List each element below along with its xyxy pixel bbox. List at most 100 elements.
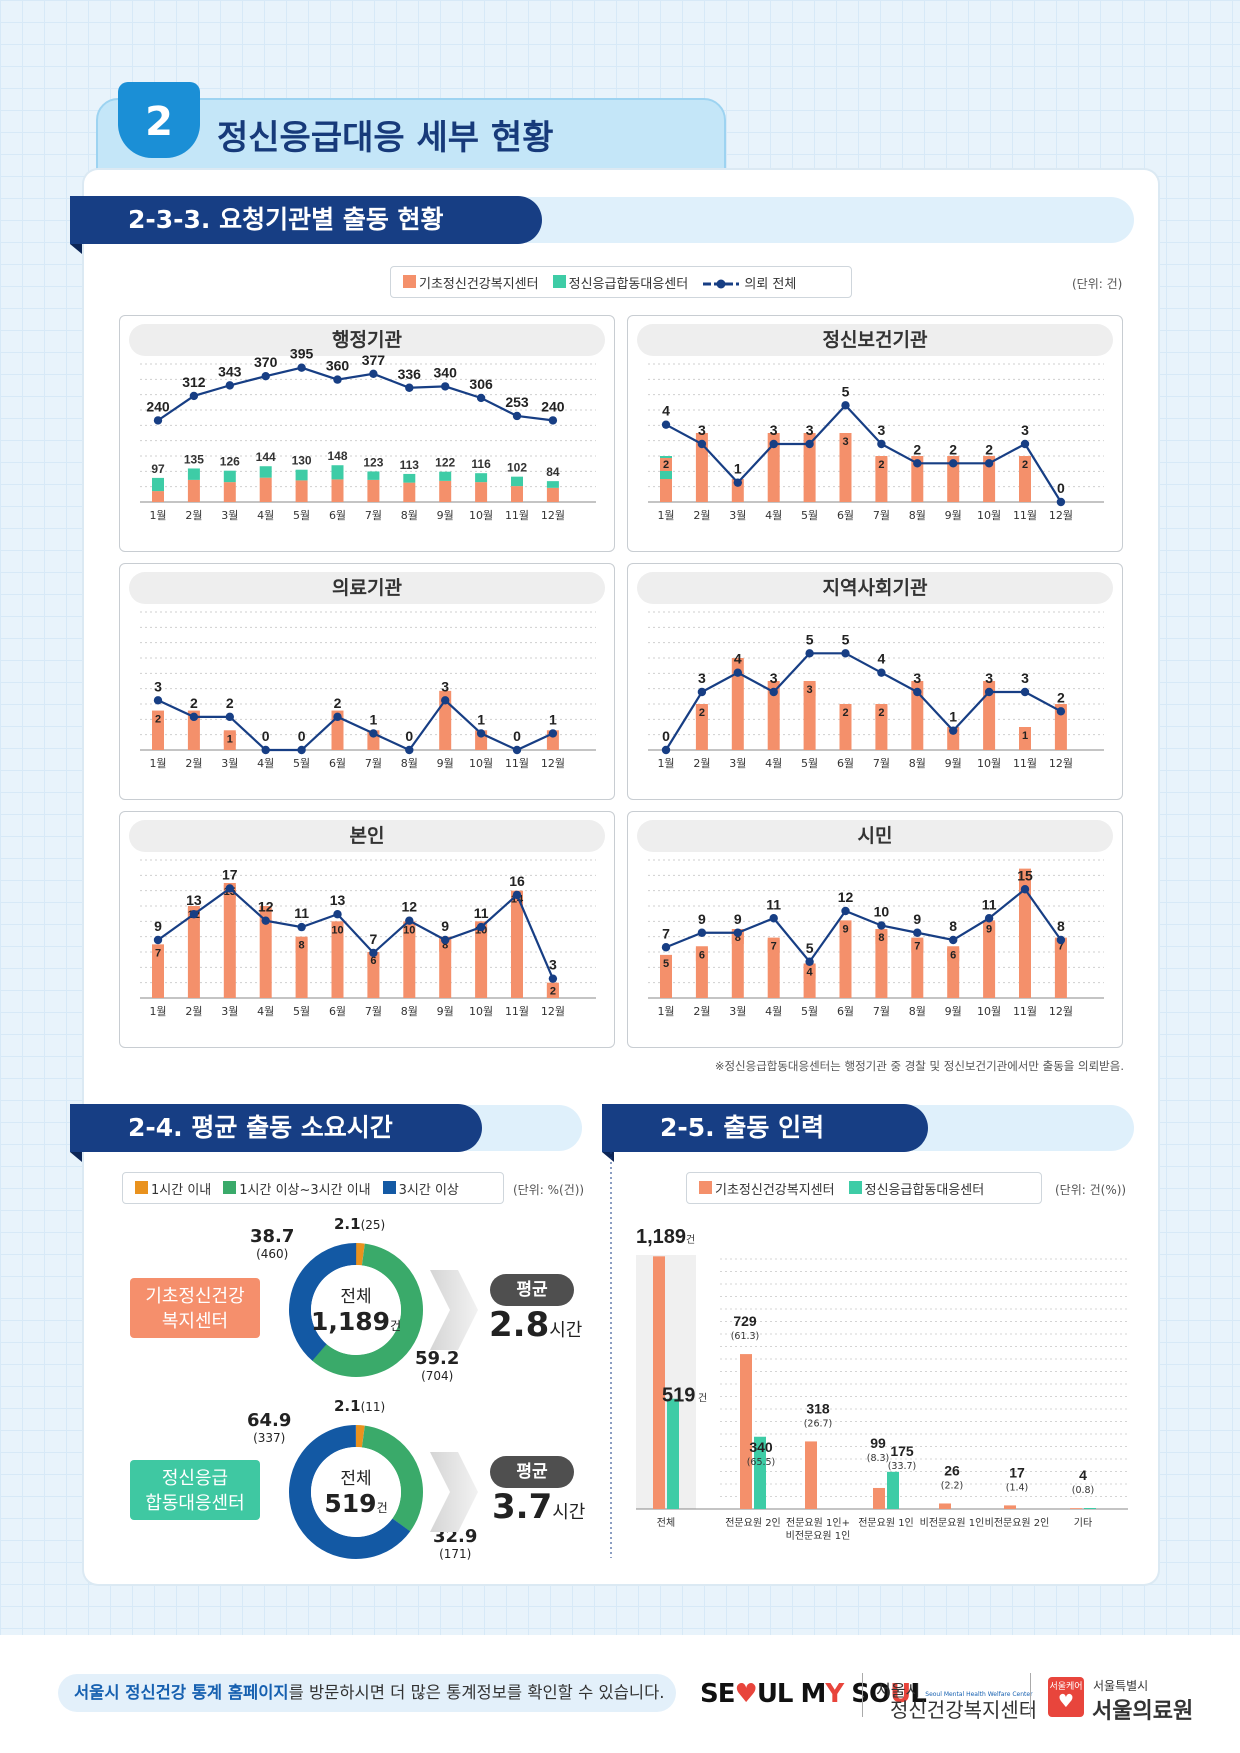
seoul-my-soul-logo: SE♥UL MY SOUL [700,1679,927,1709]
total-point [697,928,707,937]
page-title: 정신응급대응 세부 현황 [217,118,554,158]
total-line [157,698,554,752]
chart-legend: 기초정신건강복지센터 정신응급합동대응센터 의뢰 전체 [390,266,852,298]
bar-value-label: 10 [403,924,415,936]
joint-value-label: 340 [749,1439,773,1455]
joint-pct-label: (33.7) [888,1461,917,1472]
x-tick-label: 6월 [329,757,346,770]
total-point [405,916,414,925]
total-value-label: 2 [913,441,921,457]
bar-label-bg [983,922,996,936]
bar-label-bg [947,948,960,962]
footer-message[interactable]: 서울시 정신건강 통계 홈페이지를 방문하시면 더 많은 통계정보를 확인할 수… [58,1674,676,1712]
bar-basic [911,456,924,502]
total-value-label: 8 [949,918,957,934]
x-tick-label: 1월 [149,1005,166,1018]
x-tick-label: 3월 [729,509,746,522]
total-value-label: 336 [398,366,422,382]
x-tick-label: 4월 [257,1005,274,1018]
x-tick-label: 12월 [1049,757,1073,770]
x-tick-label: 6월 [329,1005,346,1018]
bar-label-bg [660,458,672,471]
total-point [225,712,234,722]
bar-basic [839,433,852,502]
x-tick-label: 비전문요원 1인 [786,1530,851,1542]
bar-basic [740,1354,752,1509]
total-point [297,922,306,932]
total-point [1056,497,1066,507]
bar-joint [439,471,452,481]
x-tick-label: 1월 [149,757,166,770]
bar-value-label: 6 [699,949,705,961]
x-tick-label: 11월 [505,1005,529,1018]
bar-basic [331,479,344,502]
total-point [949,459,958,468]
x-tick-label: 8월 [401,1005,418,1018]
total-point [733,928,742,937]
x-tick-label: 6월 [837,757,854,770]
x-tick-label: 10월 [469,757,493,770]
total-value-label: 0 [662,728,670,744]
bar-value-label: 135 [184,452,204,466]
x-tick-label: 8월 [401,509,418,522]
total-value-label: 10 [874,904,890,920]
total-point [297,363,306,372]
total-value-label: 13 [186,892,202,908]
total-value-label: 1 [370,711,378,727]
bar-joint [546,481,559,488]
total-value-label: 5 [806,631,814,647]
donut-center: 전체 1,189건 [310,1287,402,1336]
bar-basic [875,929,888,998]
bar-basic [511,890,523,998]
total-point [769,914,778,923]
bar-value-label: 84 [546,465,560,479]
x-tick-label: 12월 [541,509,565,522]
total-value-label: 5 [842,383,850,399]
total-value-label: 11 [982,896,997,912]
total-value-label: 7 [662,925,670,941]
arrow-icon [430,1452,478,1532]
total-point [984,914,994,923]
x-tick-label: 11월 [1013,509,1037,522]
total-point [476,922,486,932]
bar-label-bg [331,923,344,937]
total-point [841,401,850,410]
bar-value-label: 2 [550,986,556,998]
total-value-label: 3 [985,670,993,686]
avg-pill: 평균 [490,1456,574,1488]
bar-basic [295,936,308,998]
total-point [805,957,814,966]
x-tick-label: 3월 [221,509,238,522]
total-value-label: 9 [698,911,706,927]
total-point [405,383,414,392]
bar-joint [367,471,380,480]
x-tick-label: 2월 [693,509,710,522]
total-point [225,884,234,893]
x-tick-label: 10월 [977,509,1001,522]
x-tick-label: 전문요원 2인 [725,1517,781,1529]
legend-item-1-3h: 1시간 이상~3시간 이내 [223,1179,371,1198]
bar-basic [152,491,164,502]
chart-box-self: 본인 71월122월153월4월85월106월67월108월89월1010월14… [119,811,615,1048]
unit-label: (단위: %(건)) [513,1183,585,1197]
x-tick-label: 11월 [1013,757,1037,770]
bar-basic [653,1256,665,1509]
total-point [405,745,414,755]
bar-basic [1054,937,1067,998]
seoul-medical-logo: 서울의료원 [1092,1699,1194,1724]
x-tick-label: 1월 [657,757,674,770]
total-point [769,439,778,449]
total-value-label: 1 [734,461,742,477]
bar-label-bg [152,946,164,960]
bar-label-bg [803,683,816,696]
bar-label-bg [367,954,380,967]
bar-value-label: 3 [807,684,813,696]
seoul-care-heart-icon: 서울케어 ♥ [1048,1677,1084,1717]
bar-basic [439,936,452,998]
x-tick-label: 2월 [693,757,710,770]
bar-label-bg [839,922,852,936]
header-tab [96,98,726,178]
donut-slice [289,1425,423,1559]
total-line [665,403,1062,503]
x-tick-label: 9월 [437,1005,454,1018]
